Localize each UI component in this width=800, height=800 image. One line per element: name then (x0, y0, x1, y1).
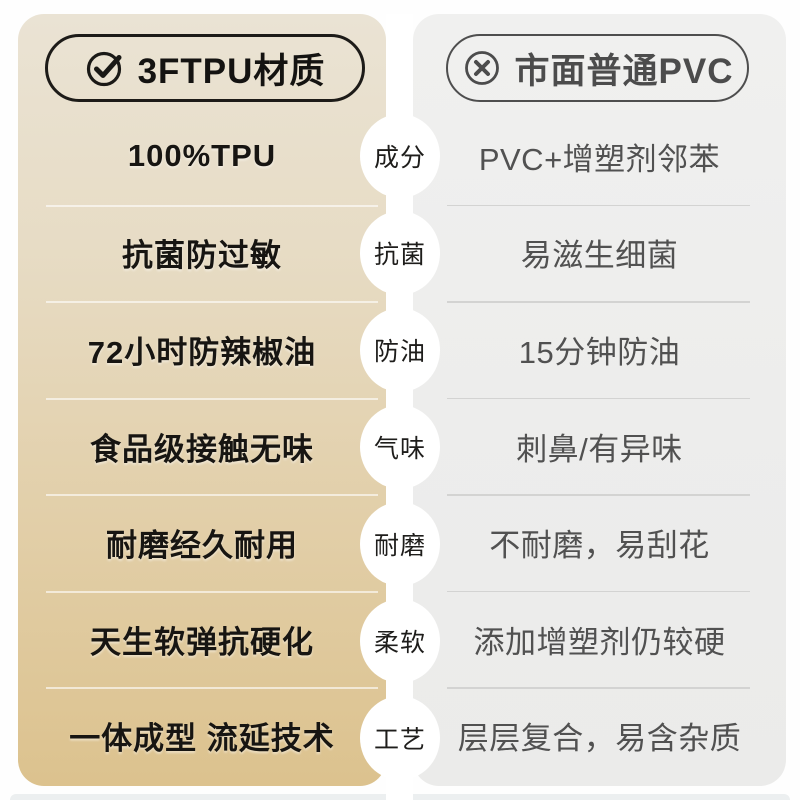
badge-cell: 防油 (360, 302, 440, 399)
tpu-header-label: 3FTPU材质 (137, 51, 326, 91)
pvc-header-label: 市面普通PVC (514, 51, 734, 91)
badge-cell: 工艺 (360, 689, 440, 786)
pvc-feature: 不耐磨，易刮花 (413, 494, 786, 591)
tpu-feature: 耐磨经久耐用 (18, 494, 386, 591)
badge-cell: 成分 (360, 108, 440, 205)
category-badge: 气味 (360, 405, 440, 489)
badge-cell: 气味 (360, 399, 440, 496)
pvc-header-pill: 市面普通PVC (446, 34, 749, 102)
check-circle-icon (85, 48, 125, 88)
tpu-feature: 食品级接触无味 (18, 397, 386, 495)
tpu-feature: 100%TPU (127, 138, 277, 174)
pvc-feature: 添加增塑剂仍较硬 (413, 590, 786, 688)
category-badge: 耐磨 (360, 501, 440, 586)
tpu-feature-list: 100%TPU 抗菌防过敏 72小时防辣椒油 食品级接触无味 耐磨经久耐用 天生… (18, 108, 386, 784)
category-badge: 柔软 (360, 598, 440, 683)
tpu-feature: 天生软弹抗硬化 (18, 590, 386, 688)
category-badge: 抗菌 (360, 211, 440, 296)
pvc-panel: 市面普通PVC PVC+增塑剂邻苯 易滋生细菌 15分钟防油 刺鼻/有异味 不耐… (413, 14, 786, 786)
pvc-feature: 刺鼻/有异味 (413, 397, 786, 495)
tpu-feature: 72小时防辣椒油 (18, 301, 386, 398)
pvc-feature: 易滋生细菌 (413, 204, 786, 302)
badge-cell: 抗菌 (360, 205, 440, 302)
category-badge-column: 成分 抗菌 防油 气味 耐磨 柔软 工艺 (360, 108, 440, 786)
pvc-feature: PVC+增塑剂邻苯 (478, 141, 721, 177)
category-badge: 工艺 (360, 695, 440, 780)
badge-cell: 耐磨 (360, 495, 440, 592)
tpu-feature: 一体成型 流延技术 (18, 687, 386, 784)
tpu-panel: 3FTPU材质 100%TPU 抗菌防过敏 72小时防辣椒油 食品级接触无味 耐… (18, 14, 386, 786)
category-badge: 防油 (360, 308, 440, 393)
pvc-feature: 层层复合，易含杂质 (413, 687, 786, 784)
x-circle-icon (462, 48, 502, 88)
pvc-feature: 15分钟防油 (413, 301, 786, 398)
tpu-feature: 抗菌防过敏 (18, 204, 386, 302)
pvc-feature-list: PVC+增塑剂邻苯 易滋生细菌 15分钟防油 刺鼻/有异味 不耐磨，易刮花 添加… (413, 108, 786, 784)
category-badge: 成分 (360, 114, 440, 199)
badge-cell: 柔软 (360, 592, 440, 689)
tpu-header-pill: 3FTPU材质 (45, 34, 365, 102)
